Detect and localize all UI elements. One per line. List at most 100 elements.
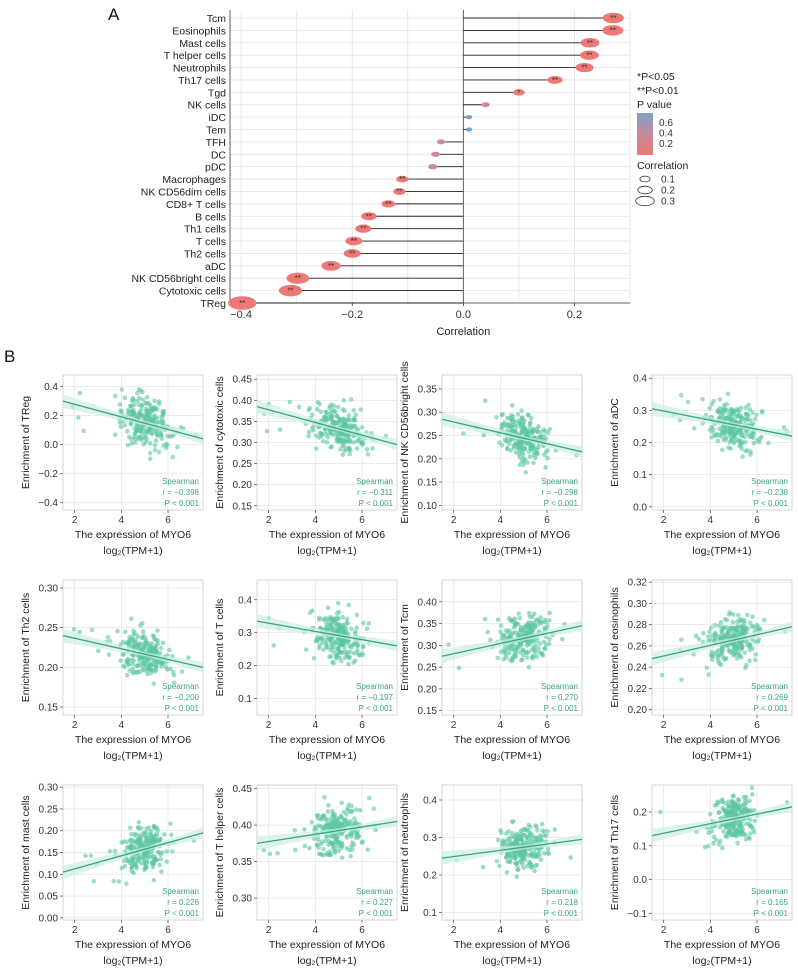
- size-label: 0.3: [661, 197, 675, 208]
- scatter-panel-tcells: 2 4 6 0.1 0.2 0.3 0.4 Spearman r = −0.197 P < 0.0…: [214, 579, 398, 762]
- data-point: [133, 640, 138, 646]
- stats-p: P < 0.001: [359, 704, 394, 713]
- data-point: [516, 644, 522, 650]
- data-point: [529, 853, 534, 858]
- data-point: [730, 832, 735, 838]
- data-point: [482, 398, 488, 404]
- data-point: [352, 658, 358, 664]
- regression-line: [256, 406, 398, 446]
- data-point: [131, 632, 136, 637]
- data-point: [129, 441, 135, 446]
- lollipop-dot: [481, 102, 490, 108]
- stats-method: Spearman: [162, 477, 199, 486]
- data-point: [738, 824, 743, 829]
- data-point: [306, 433, 311, 439]
- data-point: [339, 855, 345, 861]
- data-point: [370, 446, 375, 451]
- data-point: [542, 829, 547, 834]
- data-point: [328, 444, 333, 450]
- data-point: [529, 647, 535, 653]
- data-point: [287, 399, 293, 405]
- data-point: [340, 625, 345, 630]
- data-point: [325, 605, 331, 611]
- data-point: [119, 409, 124, 414]
- x-axis-unit: log₂(TPM+1): [103, 955, 162, 967]
- data-point: [323, 428, 328, 433]
- data-point: [329, 834, 334, 839]
- y-tick-label: 0.2: [633, 438, 647, 449]
- data-point: [119, 840, 124, 845]
- regression-line: [62, 832, 204, 873]
- data-point: [336, 609, 342, 615]
- data-point: [342, 818, 348, 823]
- data-point: [346, 602, 351, 608]
- stats-method: Spearman: [162, 887, 199, 896]
- data-point: [71, 627, 77, 632]
- data-point: [355, 650, 360, 655]
- lollipop-dot: [381, 200, 396, 208]
- scatter-panel-eosinophils: 2 4 6 0.20 0.22 0.24 0.26 0.28 0.30 0.32 Spearman r…: [609, 578, 793, 762]
- data-point: [546, 618, 552, 623]
- x-axis-title: The expression of MYO6: [664, 734, 780, 746]
- significance-stars: **: [349, 249, 355, 258]
- data-point: [696, 636, 702, 642]
- data-point: [128, 403, 133, 409]
- data-point: [143, 400, 149, 406]
- x-tick-label: 4: [498, 720, 504, 731]
- data-point: [335, 600, 341, 606]
- stats-p: P < 0.001: [165, 704, 200, 713]
- data-point: [707, 427, 713, 433]
- data-point: [742, 650, 748, 655]
- data-point: [131, 658, 137, 663]
- data-point: [526, 610, 532, 616]
- data-point: [541, 833, 547, 838]
- data-point: [512, 623, 518, 628]
- x-tick-label: 2: [661, 925, 667, 936]
- data-point: [537, 641, 543, 646]
- data-point: [718, 636, 724, 642]
- data-point: [494, 415, 499, 420]
- data-point: [330, 641, 336, 647]
- data-point: [743, 448, 748, 454]
- data-point: [339, 822, 345, 827]
- stats-r: r = 0.165: [756, 898, 788, 907]
- legend-title: Correlation: [637, 160, 689, 172]
- data-point: [461, 431, 466, 436]
- data-point: [130, 661, 135, 667]
- data-point: [324, 410, 329, 415]
- data-point: [344, 640, 350, 646]
- data-point: [171, 672, 177, 678]
- y-tick-label: 0.25: [418, 431, 438, 442]
- data-point: [307, 845, 312, 851]
- data-point: [528, 416, 534, 421]
- data-point: [126, 662, 132, 667]
- data-point: [138, 623, 143, 628]
- data-point: [743, 440, 748, 445]
- data-point: [527, 454, 533, 459]
- data-point: [111, 878, 117, 884]
- data-point: [717, 397, 723, 402]
- y-tick-label: 0.35: [233, 857, 253, 868]
- data-point: [722, 402, 727, 408]
- stats-method: Spearman: [751, 477, 788, 486]
- data-point: [731, 801, 736, 807]
- data-point: [326, 622, 332, 627]
- data-point: [124, 672, 130, 678]
- x-tick-label: 6: [359, 720, 365, 731]
- y-tick-label: 0.25: [39, 804, 59, 815]
- data-point: [347, 446, 352, 451]
- data-point: [345, 653, 350, 659]
- scatter-panel-treg: 2 4 6 −0.4 −0.2 0.0 0.2 0.4 Spearman r = −0.398 P …: [20, 374, 204, 557]
- lollipop-dot: [393, 188, 406, 195]
- data-point: [709, 657, 715, 662]
- x-axis-title: The expression of MYO6: [75, 529, 191, 541]
- data-point: [134, 669, 140, 675]
- data-point: [559, 636, 565, 642]
- data-point: [744, 662, 749, 668]
- data-point: [316, 435, 322, 440]
- x-tick-label: 4: [313, 515, 319, 526]
- x-tick-label: −0.2: [341, 309, 363, 321]
- regression-line: [651, 806, 793, 837]
- data-point: [726, 803, 732, 809]
- data-point: [185, 655, 191, 660]
